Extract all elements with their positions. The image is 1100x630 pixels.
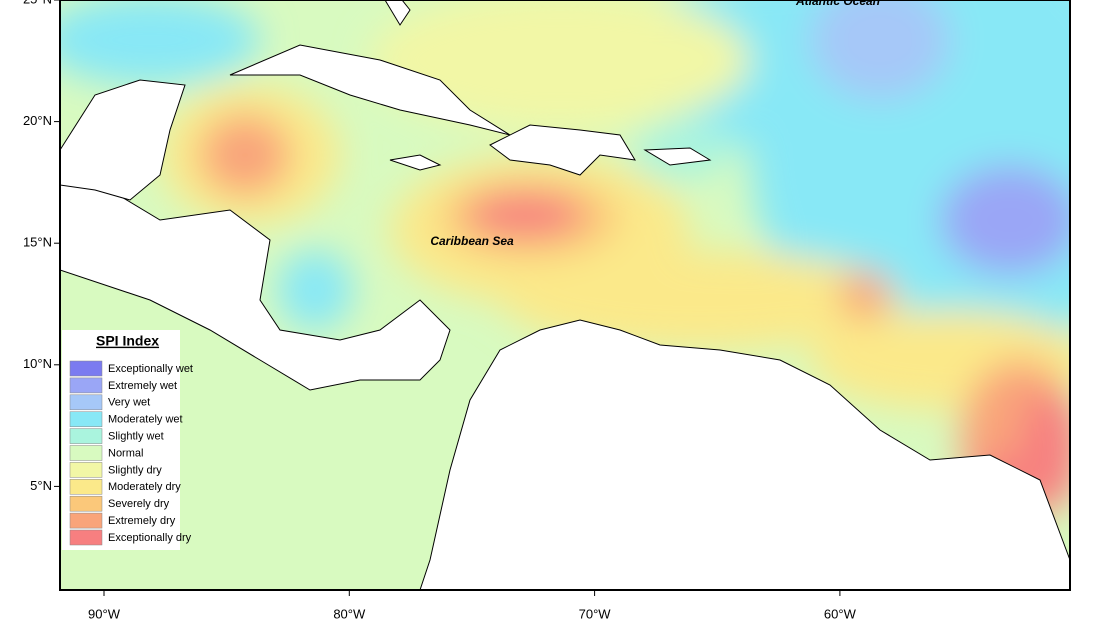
- legend-label: Exceptionally dry: [108, 532, 192, 544]
- legend-swatch: [69, 360, 103, 377]
- lon-label: 60°W: [824, 606, 857, 621]
- legend-label: Moderately wet: [108, 414, 183, 426]
- lon-label: 90°W: [88, 606, 121, 621]
- legend-swatch: [69, 462, 103, 478]
- legend-swatch: [69, 445, 103, 461]
- ocean-label: Atlantic Ocean: [795, 0, 880, 8]
- legend-label: Moderately dry: [108, 481, 181, 493]
- lat-label: 25°N: [23, 0, 52, 6]
- legend-label: Extremely dry: [108, 515, 176, 527]
- lon-label: 80°W: [333, 606, 366, 621]
- legend-swatch: [69, 428, 103, 444]
- sea-label: Caribbean Sea: [430, 234, 514, 248]
- legend-label: Slightly dry: [108, 464, 162, 476]
- legend-swatch: [69, 479, 103, 495]
- legend-label: Very wet: [108, 397, 150, 409]
- legend: SPI Index Exceptionally wet Extremely wet…: [62, 330, 193, 550]
- legend-label: Slightly wet: [108, 431, 164, 443]
- legend-title: SPI Index: [96, 333, 159, 349]
- legend-swatch: [69, 512, 103, 529]
- legend-label: Normal: [108, 447, 143, 459]
- lat-label: 15°N: [23, 235, 52, 250]
- lon-label: 70°W: [579, 606, 612, 621]
- legend-swatch: [69, 495, 103, 512]
- map-frame: [59, 0, 1071, 591]
- legend-swatch: [69, 377, 103, 394]
- legend-swatch: [69, 394, 103, 411]
- lat-label: 20°N: [23, 113, 52, 128]
- legend-label: Extremely wet: [108, 380, 177, 392]
- legend-label: Severely dry: [108, 498, 170, 510]
- lat-label: 10°N: [23, 356, 52, 371]
- legend-label: Exceptionally wet: [108, 363, 193, 375]
- legend-swatch: [69, 411, 103, 427]
- legend-swatch: [69, 529, 103, 546]
- spi-field: [60, 0, 1070, 590]
- lat-label: 5°N: [30, 478, 52, 493]
